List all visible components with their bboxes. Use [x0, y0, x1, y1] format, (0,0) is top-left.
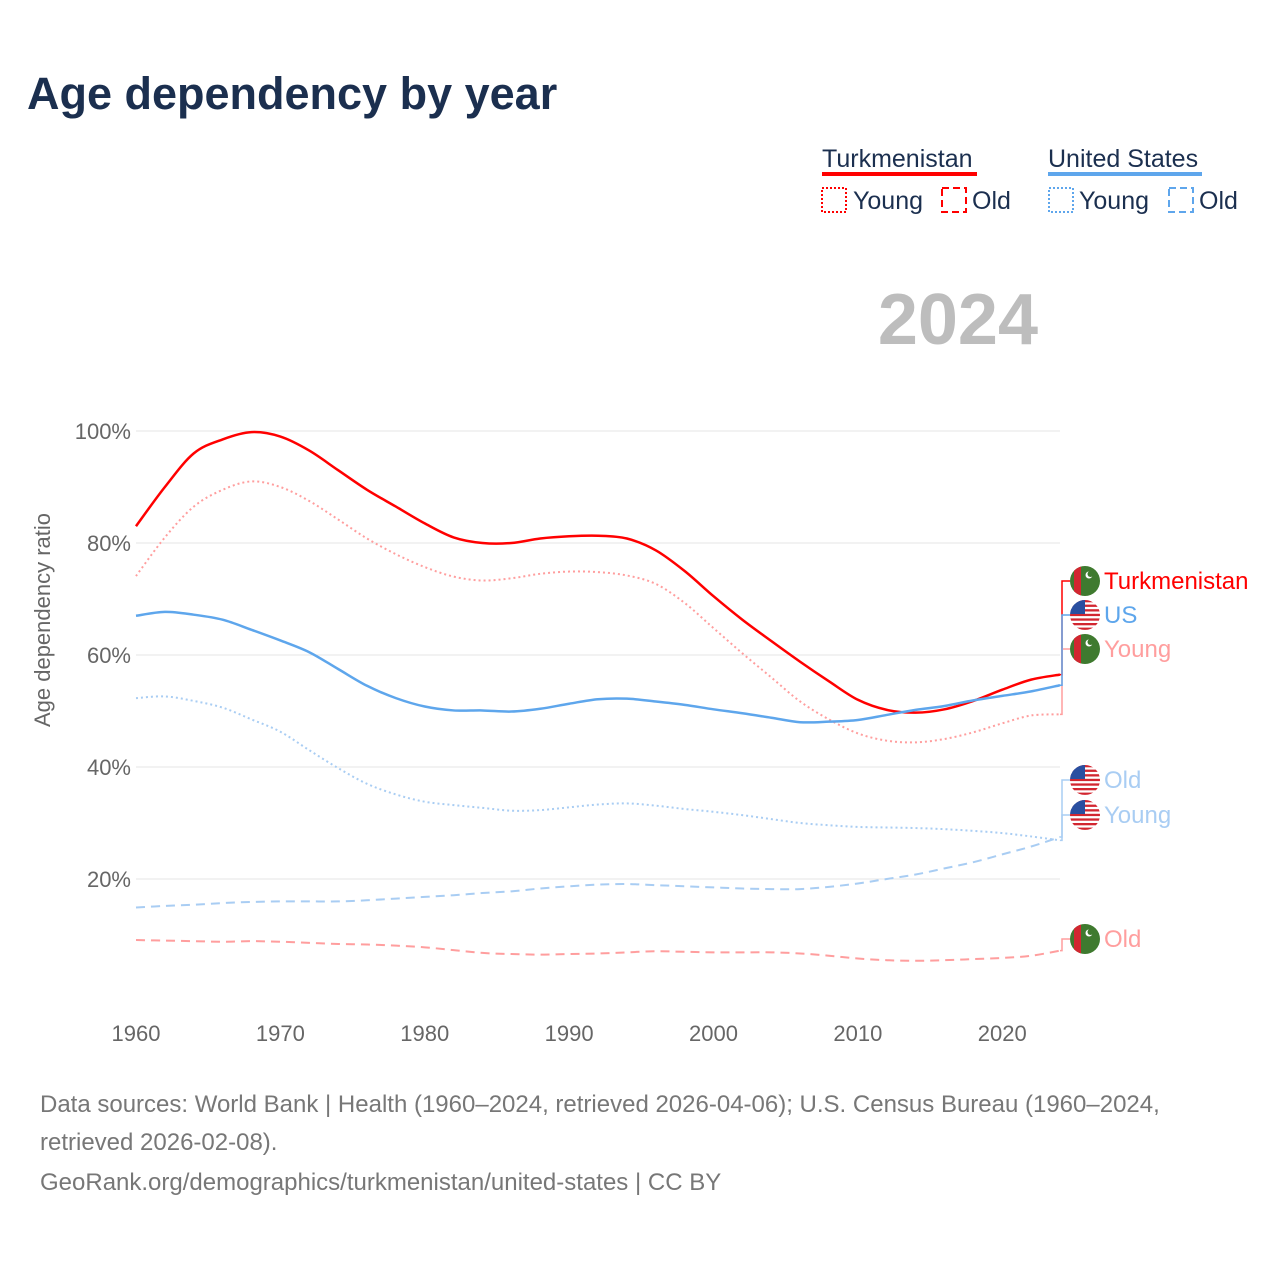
- x-tick-label: 2010: [833, 1021, 882, 1046]
- legend-swatch-dotted: [1048, 187, 1074, 213]
- legend-swatch-dotted: [821, 187, 847, 213]
- legend-item-young: Young: [853, 187, 923, 215]
- series-line-united-states-young[interactable]: [135, 695, 1061, 842]
- turkmenistan-flag-icon: [1070, 634, 1100, 664]
- end-labels: Turkmenistan Young Old US Young Old: [1060, 566, 1249, 954]
- x-axis: 1960 1970 1980 1990 2000 2010 2020: [112, 1021, 1027, 1046]
- label-connector: [1060, 779, 1070, 838]
- series-line-united-states-old[interactable]: [135, 836, 1061, 909]
- series-line-us[interactable]: [135, 610, 1061, 724]
- end-label: Old: [1104, 767, 1141, 794]
- year-badge: 2024: [878, 280, 1038, 360]
- x-tick-label: 1960: [112, 1021, 161, 1046]
- series-line-turkmenistan[interactable]: [134, 430, 1061, 714]
- grid: [136, 430, 1060, 880]
- series-line-turkmenistan-young[interactable]: [135, 480, 1061, 744]
- label-connector: [1060, 938, 1070, 952]
- us-flag-icon: [1070, 765, 1100, 795]
- us-flag-icon: [1070, 800, 1100, 830]
- end-label: Old: [1104, 926, 1141, 953]
- turkmenistan-flag-icon: [1070, 924, 1100, 954]
- series: [134, 430, 1061, 962]
- y-axis: 20% 40% 60% 80% 100%: [75, 419, 131, 892]
- legend-swatch-dashed: [1168, 187, 1194, 213]
- y-axis-label: Age dependency ratio: [30, 513, 55, 727]
- x-tick-label: 1970: [256, 1021, 305, 1046]
- end-label: Young: [1104, 636, 1171, 663]
- end-label: Turkmenistan: [1104, 568, 1249, 595]
- label-connector: [1060, 614, 1070, 686]
- us-flag-icon: [1070, 600, 1100, 630]
- x-tick-label: 1990: [545, 1021, 594, 1046]
- x-tick-label: 2000: [689, 1021, 738, 1046]
- legend-swatch-dashed: [941, 187, 967, 213]
- footer-sources: Data sources: World Bank | Health (1960–…: [40, 1091, 1160, 1156]
- series-line-turkmenistan-old[interactable]: [135, 939, 1061, 962]
- legend-item-old: Old: [1199, 187, 1238, 215]
- x-tick-label: 1980: [400, 1021, 449, 1046]
- legend-item-young: Young: [1079, 187, 1149, 215]
- x-tick-label: 2020: [978, 1021, 1027, 1046]
- y-tick-label: 100%: [75, 419, 131, 444]
- legend-head-united-states: United States: [1048, 145, 1198, 173]
- legend-group-turkmenistan[interactable]: Turkmenistan Young Old: [821, 145, 1011, 215]
- turkmenistan-flag-icon: [1070, 566, 1100, 596]
- y-tick-label: 80%: [87, 531, 131, 556]
- legend-head-turkmenistan: Turkmenistan: [822, 145, 973, 173]
- chart-title: Age dependency by year: [27, 68, 558, 119]
- y-tick-label: 60%: [87, 643, 131, 668]
- legend-group-united-states[interactable]: United States Young Old: [1048, 145, 1238, 215]
- legend-item-old: Old: [972, 187, 1011, 215]
- y-tick-label: 20%: [87, 867, 131, 892]
- footer-link[interactable]: GeoRank.org/demographics/turkmenistan/un…: [40, 1169, 722, 1196]
- end-label: US: [1104, 602, 1137, 629]
- end-label: Young: [1104, 802, 1171, 829]
- y-tick-label: 40%: [87, 755, 131, 780]
- legend: Turkmenistan Young Old United States You…: [821, 145, 1238, 215]
